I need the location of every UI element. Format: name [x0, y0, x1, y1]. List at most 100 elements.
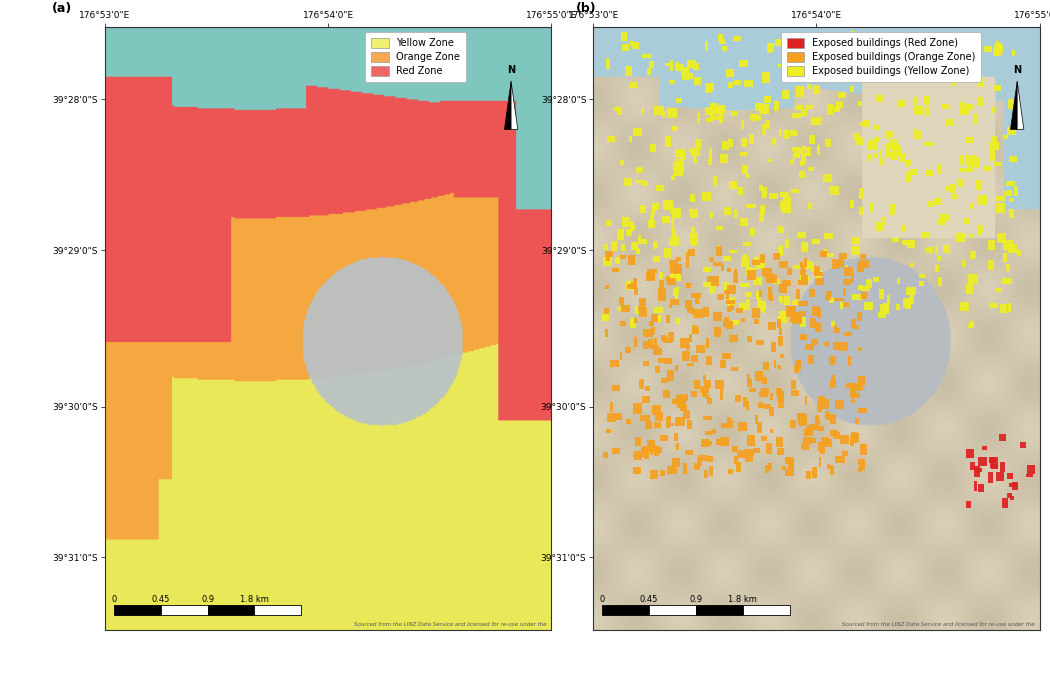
Bar: [860, 188, 863, 198]
Bar: [660, 435, 668, 441]
Bar: [832, 321, 836, 327]
Bar: [779, 311, 788, 321]
Bar: [840, 435, 848, 444]
Bar: [815, 414, 819, 420]
Bar: [907, 240, 915, 248]
Bar: [859, 386, 863, 390]
Bar: [898, 100, 906, 107]
Bar: [887, 294, 890, 305]
Bar: [927, 201, 933, 207]
Bar: [886, 142, 889, 152]
Bar: [993, 162, 1002, 166]
Bar: [835, 106, 840, 112]
Bar: [853, 325, 859, 329]
Bar: [904, 38, 909, 45]
Bar: [701, 192, 711, 201]
Bar: [732, 111, 737, 116]
Bar: [991, 464, 997, 468]
Bar: [634, 451, 642, 460]
Bar: [974, 481, 978, 492]
Bar: [747, 379, 752, 387]
Bar: [670, 206, 674, 213]
Bar: [849, 387, 856, 396]
Bar: [769, 406, 774, 416]
Bar: [923, 96, 929, 105]
Bar: [647, 269, 656, 273]
Bar: [835, 298, 844, 301]
Bar: [782, 197, 791, 203]
Bar: [912, 107, 921, 114]
Bar: [776, 388, 782, 395]
Bar: [936, 265, 939, 271]
Bar: [696, 113, 700, 123]
Bar: [910, 294, 914, 304]
Bar: [644, 329, 653, 336]
Text: 0.45: 0.45: [639, 594, 658, 604]
Bar: [1003, 278, 1012, 284]
Bar: [1021, 443, 1027, 448]
Bar: [719, 154, 729, 163]
Bar: [960, 102, 966, 112]
Bar: [746, 449, 754, 456]
Bar: [723, 290, 730, 294]
Polygon shape: [1010, 81, 1017, 129]
Bar: [962, 79, 966, 83]
Bar: [945, 185, 950, 191]
Bar: [795, 318, 802, 322]
Bar: [1009, 483, 1016, 487]
Bar: [810, 424, 819, 430]
Bar: [968, 274, 979, 284]
Bar: [818, 442, 825, 451]
Bar: [926, 248, 932, 253]
Bar: [671, 175, 675, 180]
Polygon shape: [511, 81, 518, 129]
Bar: [812, 339, 818, 345]
Bar: [729, 420, 733, 428]
Bar: [910, 263, 915, 267]
Bar: [621, 305, 630, 311]
Bar: [912, 129, 918, 139]
Bar: [792, 113, 802, 118]
Bar: [996, 472, 1004, 481]
Bar: [906, 299, 910, 309]
Bar: [825, 411, 830, 418]
Bar: [883, 219, 885, 226]
Bar: [646, 272, 655, 282]
Bar: [665, 248, 671, 258]
Bar: [995, 43, 1003, 47]
Bar: [729, 181, 737, 190]
Bar: [924, 47, 931, 58]
Bar: [909, 169, 918, 175]
Bar: [669, 305, 672, 309]
Bar: [858, 101, 862, 106]
Bar: [746, 401, 750, 410]
Bar: [818, 396, 825, 403]
Bar: [690, 234, 698, 244]
Bar: [792, 300, 799, 305]
Bar: [687, 420, 692, 429]
Bar: [747, 374, 750, 382]
Bar: [791, 380, 796, 389]
Bar: [649, 321, 654, 326]
Bar: [850, 393, 860, 397]
Bar: [823, 342, 830, 347]
Bar: [817, 403, 822, 412]
Bar: [761, 187, 766, 198]
Text: Sourced from the LINZ Data Service and licensed for re-use under the: Sourced from the LINZ Data Service and l…: [354, 621, 547, 627]
Bar: [672, 273, 680, 281]
Bar: [640, 311, 645, 314]
Bar: [812, 239, 820, 244]
Bar: [615, 257, 621, 264]
Bar: [899, 152, 905, 162]
Bar: [859, 206, 864, 215]
Bar: [629, 136, 632, 141]
Bar: [1003, 240, 1012, 250]
Bar: [989, 141, 999, 150]
Bar: [707, 276, 714, 282]
Bar: [914, 56, 921, 65]
Bar: [674, 433, 678, 441]
Bar: [728, 139, 733, 147]
Bar: [746, 267, 752, 276]
Bar: [721, 45, 727, 51]
Text: 0: 0: [111, 594, 117, 604]
